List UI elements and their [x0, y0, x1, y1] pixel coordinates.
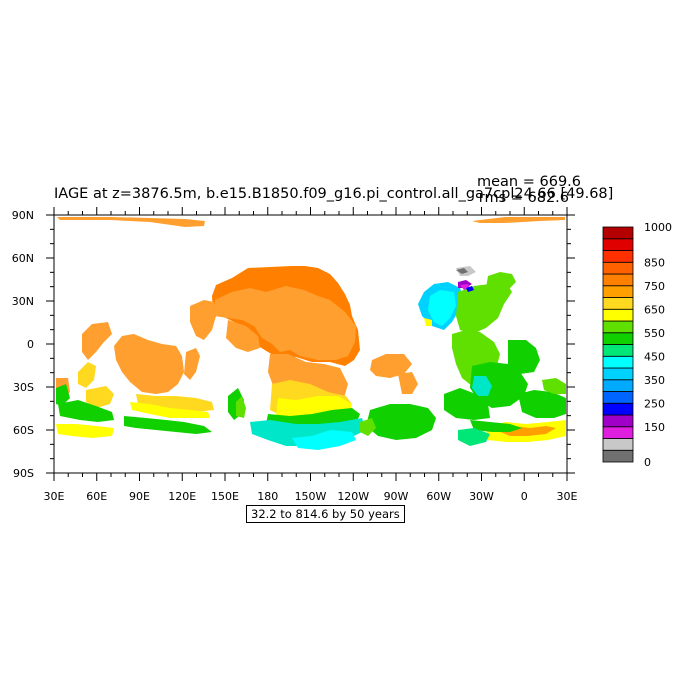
- region-southern-indian-lightyellow: [130, 402, 210, 418]
- y-tick-label: 30S: [13, 381, 34, 394]
- region-southern-indian-yellow3: [56, 424, 114, 438]
- region-greenland-darkgray: [456, 268, 468, 274]
- region-south-pacific-cyan-east: [292, 430, 356, 450]
- colorbar: 0 150 250 350 450 550 650 750 850 1000: [602, 221, 672, 469]
- y-tick-label: 60N: [12, 252, 34, 265]
- y-tick-label: 60S: [13, 424, 34, 437]
- region-greenland-blue: [466, 286, 474, 292]
- y-tick-label: 30N: [12, 295, 34, 308]
- x-tick-label: 0: [521, 490, 528, 503]
- x-tick-label: 60E: [86, 490, 107, 503]
- x-tick-label: 150E: [211, 490, 239, 503]
- region-atlantic-mid-green: [508, 340, 540, 374]
- colorbar-swatch: [602, 261, 634, 275]
- colorbar-swatch: [602, 379, 634, 392]
- y-axis: 90N 60N 30N 0 30S 60S 90S: [12, 209, 575, 480]
- region-atlantic-green-south: [470, 362, 528, 408]
- colorbar-swatch: [602, 344, 634, 357]
- x-tick-label: 120E: [168, 490, 196, 503]
- region-atlantic-far-se-green: [542, 378, 566, 394]
- contour-info-box: 32.2 to 814.6 by 50 years: [246, 505, 405, 523]
- x-tick-label: 30W: [469, 490, 494, 503]
- region-coral-sea: [184, 348, 200, 380]
- region-pacific-east-orange: [370, 354, 412, 378]
- region-madagascar-green: [236, 396, 246, 418]
- colorbar-label: 1000: [644, 221, 672, 234]
- colorbar-swatch: [602, 391, 634, 404]
- x-tick-label: 150W: [295, 490, 327, 503]
- colorbar-label: 450: [644, 350, 665, 363]
- y-tick-label: 0: [27, 338, 34, 351]
- colorbar-label: 350: [644, 374, 665, 387]
- colorbar-swatch: [602, 273, 634, 287]
- colorbar-swatch: [602, 449, 634, 463]
- region-pacific-east-orange2: [398, 372, 418, 394]
- mean-label: mean = 669.6: [477, 174, 581, 190]
- region-north-atlantic-green: [456, 282, 512, 334]
- colorbar-swatch: [602, 402, 634, 416]
- colorbar-swatch: [602, 355, 634, 369]
- colorbar-label: 250: [644, 397, 665, 410]
- colorbar-swatch: [602, 426, 634, 439]
- colorbar-swatch: [602, 238, 634, 251]
- ocean-age-field: [56, 217, 566, 450]
- region-arctic-east: [472, 217, 565, 223]
- y-tick-label: 90S: [13, 467, 34, 480]
- colorbar-label: 850: [644, 256, 665, 269]
- plot-title: IAGE at z=3876.5m, b.e15.B1850.f09_g16.p…: [54, 186, 614, 202]
- region-indian-ocean: [114, 334, 184, 394]
- region-so-green-west: [366, 404, 436, 440]
- colorbar-swatch: [602, 367, 634, 381]
- region-west-green: [56, 384, 70, 406]
- colorbar-swatch: [602, 332, 634, 345]
- colorbar-swatch: [602, 297, 634, 310]
- region-pacific-far-west: [190, 300, 216, 340]
- region-atlantic-se-green: [518, 390, 566, 418]
- x-tick-label: 90W: [384, 490, 409, 503]
- y-tick-label: 90N: [12, 209, 34, 222]
- colorbar-label: 650: [644, 303, 665, 316]
- region-atlantic-south-cyan: [472, 376, 492, 396]
- colorbar-swatch: [602, 414, 634, 428]
- colorbar-swatch: [602, 226, 634, 240]
- region-southern-indian-yellow2: [86, 386, 114, 408]
- colorbar-swatch: [602, 438, 634, 451]
- region-atlantic-sw-green: [444, 388, 490, 420]
- x-tick-label: 30E: [44, 490, 65, 503]
- region-indian-ocean-north: [82, 322, 112, 360]
- region-north-atlantic-lightcyan: [428, 290, 456, 326]
- x-tick-label: 90E: [129, 490, 150, 503]
- region-weddell-green: [458, 428, 490, 446]
- x-tick-label: 120W: [337, 490, 369, 503]
- region-atlantic-green-band: [470, 420, 522, 432]
- region-so-green-small: [360, 418, 376, 436]
- region-arctic-west: [57, 217, 205, 227]
- colorbar-label: 150: [644, 421, 665, 434]
- x-tick-label: 60W: [426, 490, 451, 503]
- region-southern-indian-green2: [58, 400, 114, 422]
- colorbar-swatch: [602, 320, 634, 334]
- region-southern-indian-green: [124, 416, 212, 434]
- region-pacific-west: [214, 286, 356, 360]
- colorbar-swatch: [602, 308, 634, 322]
- region-indian-ocean-sw: [78, 362, 96, 388]
- colorbar-label: 550: [644, 327, 665, 340]
- x-tick-label: 180: [257, 490, 278, 503]
- region-atlantic-yellow-small: [424, 318, 432, 326]
- colorbar-label: 0: [644, 456, 651, 469]
- x-axis: 30E 60E 90E 120E 150E 180 150W 120W 90W 60W 30W 0 30…: [44, 207, 578, 503]
- rms-label: rms = 682.6: [478, 190, 569, 206]
- colorbar-swatch: [602, 250, 634, 263]
- colorbar-label: 750: [644, 280, 665, 293]
- colorbar-swatch: [602, 285, 634, 298]
- region-pacific-west-small: [226, 320, 260, 352]
- x-tick-label: 30E: [557, 490, 578, 503]
- region-atlantic-green-east: [486, 272, 516, 294]
